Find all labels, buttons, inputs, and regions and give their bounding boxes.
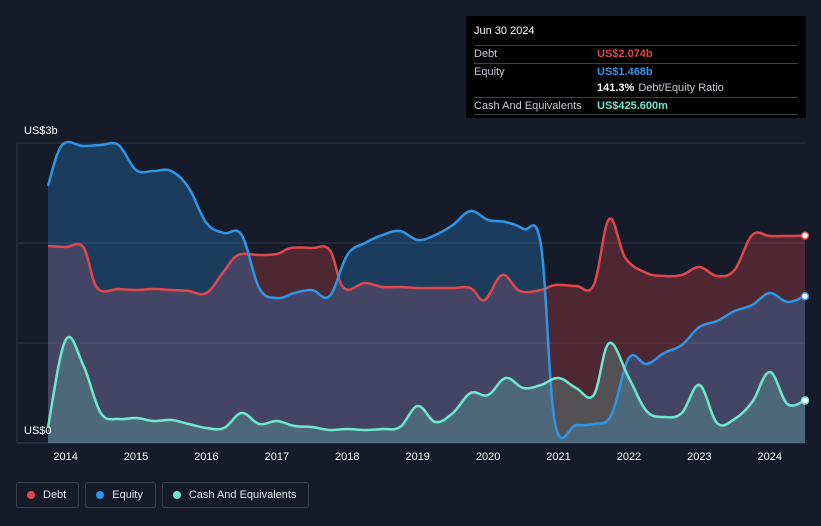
legend-item-cash[interactable]: Cash And Equivalents [161,482,310,508]
area-debt [48,218,805,443]
tooltip-equity-label: Equity [474,65,505,78]
legend-dot-debt [27,491,35,499]
x-tick-label: 2018 [335,451,359,463]
legend-label-equity: Equity [112,489,143,501]
y-axis-top-label: US$3b [24,125,58,137]
legend-dot-equity [96,491,105,499]
x-axis-ticks: 2014 2015 2016 2017 2018 2019 2020 2021 2022 2023… [53,451,782,463]
x-tick-label: 2021 [546,451,570,463]
tooltip-cash-label: Cash And Equivalents [474,99,582,112]
series-areas [48,142,805,443]
tooltip-cash-value: US$425.600m [597,99,668,112]
y-axis-bottom-label: US$0 [24,425,52,437]
tooltip-date: Jun 30 2024 [474,24,798,46]
x-tick-label: 2024 [758,451,782,463]
tooltip-ratio-row: 141.3% Debt/Equity Ratio [474,80,798,98]
x-tick-label: 2020 [476,451,500,463]
series-lines [46,140,806,440]
x-tick-label: 2019 [405,451,429,463]
chart-legend: Debt Equity Cash And Equivalents [16,482,310,510]
legend-label-debt: Debt [43,489,67,501]
x-tick-label: 2015 [124,451,148,463]
tooltip-debt-row: Debt US$2.074b [474,46,798,64]
marker-equity [800,291,810,301]
tooltip-equity-value: US$1.468b [597,65,653,78]
data-tooltip: Jun 30 2024 Debt US$2.074b Equity US$1.4… [466,16,806,118]
tooltip-equity-row: Equity US$1.468b [474,64,798,81]
area-equity [48,142,805,443]
x-tick-label: 2016 [194,451,218,463]
tooltip-debt-value: US$2.074b [597,48,653,60]
line-debt [47,217,806,302]
marker-cash [800,396,810,405]
line-equity [46,140,806,440]
tooltip-cash-row: Cash And Equivalents US$425.600m [474,98,798,115]
x-tick-label: 2022 [617,451,641,463]
tooltip-ratio-value: 141.3% [597,82,635,94]
gridlines [16,142,805,444]
legend-label-cash: Cash And Equivalents [188,489,297,501]
x-tick-label: 2014 [53,451,77,463]
legend-item-equity[interactable]: Equity [85,482,156,508]
legend-dot-cash [172,491,181,499]
end-markers [800,231,810,405]
marker-debt [800,231,810,240]
legend-item-debt[interactable]: Debt [16,482,80,508]
line-cash [46,336,806,432]
tooltip-ratio-label: Debt/Equity Ratio [638,82,724,94]
x-tick-label: 2017 [265,451,289,463]
x-tick-label: 2023 [687,451,711,463]
tooltip-debt-label: Debt [474,48,498,60]
